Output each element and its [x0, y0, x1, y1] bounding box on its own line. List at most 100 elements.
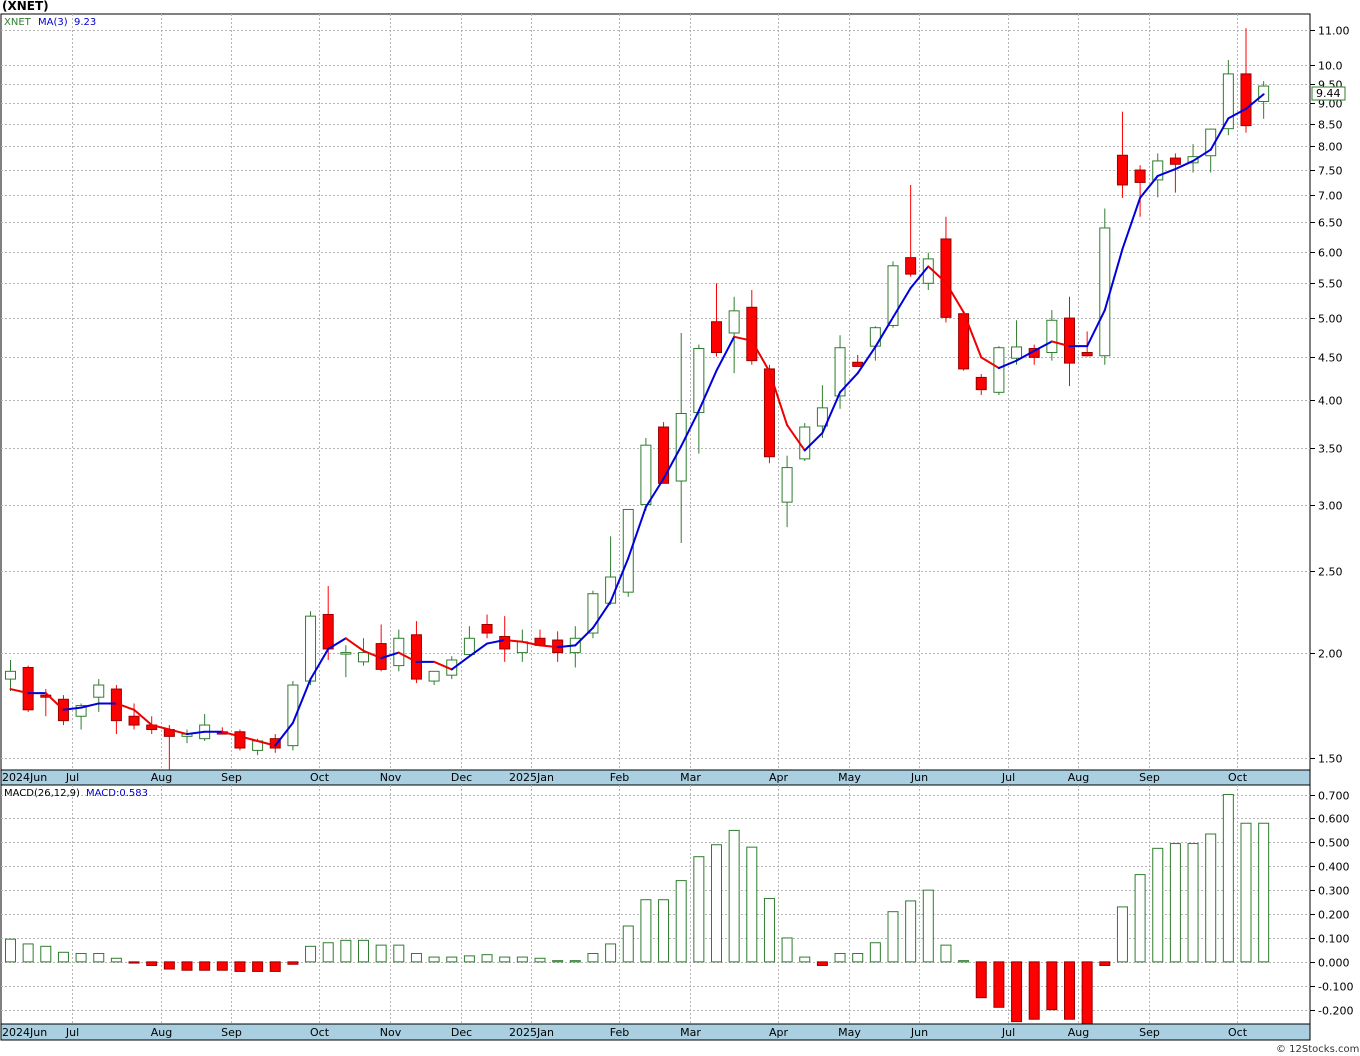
- macd-bar-negative: [1064, 961, 1075, 1020]
- macd-month-label: Jun: [910, 1026, 928, 1039]
- macd-bar-positive: [75, 952, 87, 963]
- price-tick-label: 5.00: [1318, 313, 1343, 326]
- candle-body-up: [75, 705, 87, 717]
- price-month-label: Apr: [769, 771, 789, 784]
- price-month-label: Sep: [1139, 771, 1160, 784]
- candle-body-up: [993, 347, 1005, 393]
- macd-tick-label: -0.100: [1318, 981, 1353, 994]
- candle-body-down: [1169, 157, 1181, 165]
- macd-bar-positive: [322, 942, 334, 963]
- macd-tick-label: 0.400: [1318, 861, 1350, 874]
- price-month-label: Nov: [380, 771, 402, 784]
- ma-segment: [909, 265, 930, 289]
- candle-body-up: [5, 670, 16, 680]
- macd-histogram-series: [5, 794, 1270, 1025]
- macd-bar-positive: [1152, 847, 1164, 963]
- macd-bar-negative: [216, 961, 228, 971]
- macd-bar-positive: [1240, 822, 1252, 963]
- price-y-axis: 1.50 2.00 2.50 3.00 3.50 4.00 4.50 5.00 5.50 6.00…: [1310, 25, 1350, 766]
- legend-ma-value: 9.23: [74, 17, 96, 28]
- ma-segment: [380, 651, 400, 660]
- macd-bar-positive: [499, 956, 511, 963]
- candle-body-up: [1222, 73, 1234, 130]
- macd-bar-positive: [640, 899, 652, 963]
- macd-month-label: Aug: [151, 1026, 172, 1039]
- price-tick-label: 10.0: [1318, 60, 1343, 73]
- macd-month-label: Aug: [1068, 1026, 1089, 1039]
- price-month-label: Oct: [1228, 771, 1248, 784]
- price-month-label: 2025Jan: [509, 771, 554, 784]
- macd-pane: [0, 784, 1311, 1041]
- macd-bar-negative: [252, 961, 264, 972]
- candle-body-up: [287, 684, 299, 747]
- macd-tick-label: 0.200: [1318, 909, 1350, 922]
- ma-segment: [786, 424, 806, 452]
- macd-month-label: Mar: [680, 1026, 701, 1039]
- macd-bar-positive: [922, 889, 934, 963]
- candle-body-down: [234, 731, 246, 749]
- macd-bar-positive: [305, 945, 317, 963]
- price-month-label: Oct: [310, 771, 330, 784]
- macd-legend-value: MACD:0.583: [86, 788, 148, 799]
- macd-bar-negative: [234, 961, 246, 972]
- candle-body-down: [1064, 317, 1075, 364]
- price-tick-label: 7.50: [1318, 165, 1343, 178]
- macd-bar-positive: [746, 846, 758, 963]
- macd-bar-positive: [1258, 822, 1270, 963]
- macd-bar-positive: [375, 944, 387, 963]
- macd-month-label: Apr: [769, 1026, 789, 1039]
- ma-segment: [133, 708, 153, 727]
- macd-bar-positive: [587, 952, 599, 963]
- ma-segment: [150, 724, 171, 731]
- price-month-label: Aug: [1068, 771, 1089, 784]
- candle-body-up: [869, 327, 881, 347]
- macd-date-labels: 2024Jun Jul Aug Sep Oct Nov Dec 2025Jan Feb Mar Ap…: [2, 1026, 1248, 1039]
- price-month-label: Dec: [451, 771, 472, 784]
- price-date-strip: [0, 769, 1311, 786]
- ma-segment: [1050, 340, 1071, 348]
- macd-bar-positive: [569, 960, 581, 963]
- macd-bar-positive: [763, 898, 775, 963]
- ma-segment: [962, 311, 983, 359]
- candle-body-up: [834, 347, 846, 397]
- footer-credit: © 12Stocks.com: [1276, 1044, 1359, 1055]
- ma-segment: [997, 359, 1018, 370]
- ma-segment: [627, 506, 647, 560]
- price-tick-label: 3.00: [1318, 500, 1343, 513]
- price-pane: [0, 13, 1311, 786]
- ma-segment: [1174, 159, 1195, 171]
- ma-segment: [1015, 349, 1036, 362]
- macd-bar-negative: [1081, 961, 1093, 1025]
- ma-segment: [1156, 168, 1177, 177]
- macd-bar-positive: [40, 945, 52, 963]
- macd-month-label: Feb: [610, 1026, 629, 1039]
- ma-segment: [1209, 117, 1230, 151]
- price-tick-label: 8.00: [1318, 141, 1343, 154]
- macd-bar-positive: [1205, 833, 1217, 963]
- candle-body-down: [975, 376, 987, 391]
- macd-bar-positive: [1134, 874, 1146, 963]
- ma-segment: [839, 372, 859, 394]
- macd-bar-positive: [534, 957, 546, 963]
- macd-bar-positive: [5, 938, 16, 963]
- ma-segment: [1245, 93, 1265, 110]
- ma-segment: [44, 692, 65, 711]
- ma-segment: [80, 702, 100, 709]
- macd-bar-positive: [110, 957, 122, 963]
- ma-segment: [9, 688, 30, 695]
- candle-body-down: [658, 426, 670, 484]
- macd-month-label: Dec: [451, 1026, 472, 1039]
- macd-tick-label: 0.500: [1318, 837, 1350, 850]
- candle-body-up: [1152, 160, 1164, 181]
- macd-bar-negative: [128, 961, 140, 964]
- ma-segment: [115, 702, 136, 711]
- ma-segment: [944, 281, 965, 314]
- macd-bar-positive: [622, 925, 634, 963]
- ma-line-series: [9, 93, 1265, 747]
- macd-bar-positive: [358, 939, 369, 963]
- price-tick-label: 2.50: [1318, 566, 1343, 579]
- ma-segment: [803, 431, 824, 452]
- macd-month-label: Jul: [1001, 1026, 1015, 1039]
- macd-bar-positive: [799, 956, 811, 963]
- macd-bar-negative: [993, 961, 1005, 1008]
